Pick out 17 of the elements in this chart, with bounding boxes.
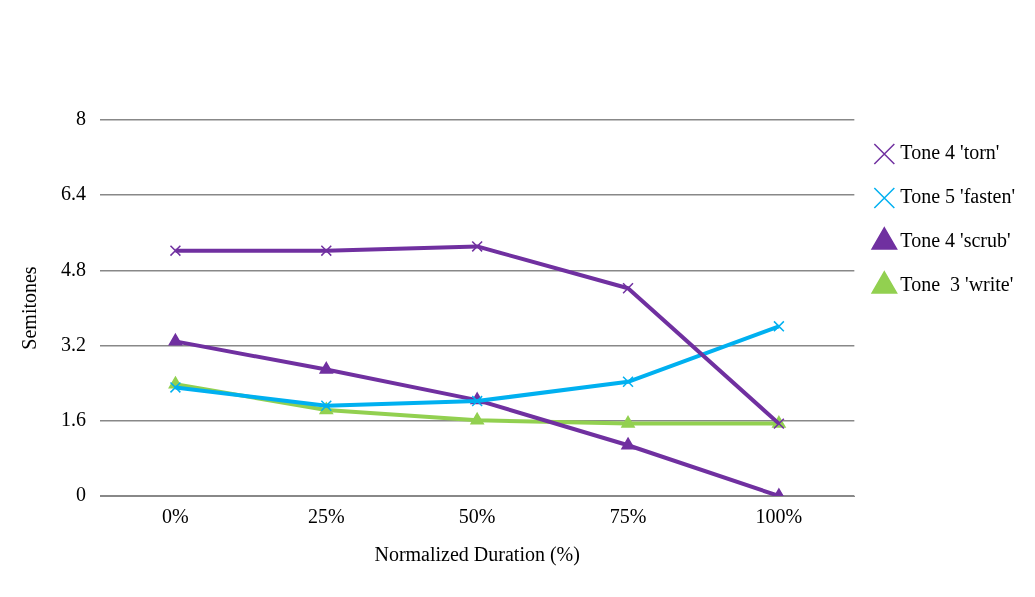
x-tick-label: 0%	[162, 505, 189, 528]
y-tick-label: 0	[76, 483, 86, 506]
y-tick-label: 6.4	[61, 182, 86, 205]
x-tick-label: 50%	[458, 505, 496, 528]
x-axis-title: Normalized Duration (%)	[374, 543, 580, 567]
y-axis-title: Semitones	[18, 266, 41, 350]
y-tick-label: 1.6	[61, 408, 86, 431]
legend-label: Tone 3 'write'	[900, 273, 1014, 296]
legend-label: Tone 4 'torn'	[900, 141, 1000, 164]
legend-label: Tone 5 'fasten'	[900, 185, 1016, 208]
y-tick-label: 4.8	[61, 257, 86, 280]
y-tick-label: 3.2	[61, 332, 86, 355]
x-tick-label: 75%	[609, 505, 647, 528]
x-tick-label: 25%	[307, 505, 345, 528]
y-tick-label: 8	[76, 107, 86, 130]
x-tick-label: 100%	[755, 505, 803, 528]
legend-label: Tone 4 'scrub'	[900, 229, 1011, 252]
